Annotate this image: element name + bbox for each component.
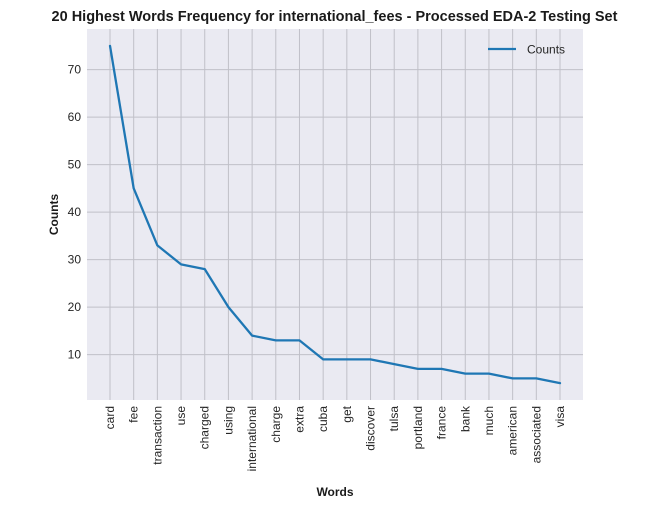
plot-area xyxy=(87,29,583,400)
x-tick-label: much xyxy=(482,406,496,435)
x-tick-label: cuba xyxy=(316,406,330,432)
legend: Counts xyxy=(488,43,565,57)
y-tick-label: 20 xyxy=(68,300,82,314)
y-axis-ticks: 10 20 30 40 50 60 70 xyxy=(68,63,82,362)
series-layer xyxy=(108,44,562,385)
y-tick-label: 50 xyxy=(68,158,82,172)
x-axis-ticks: card fee transaction use charged using interna… xyxy=(103,405,567,471)
x-tick-label: bank xyxy=(458,405,472,432)
x-tick-label: card xyxy=(103,406,117,429)
x-tick-label: american xyxy=(506,406,520,455)
y-tick-label: 30 xyxy=(68,253,82,267)
x-tick-label: france xyxy=(435,406,449,440)
x-tick-label: extra xyxy=(292,406,306,433)
x-tick-label: visa xyxy=(553,406,567,428)
legend-label: Counts xyxy=(527,43,565,57)
chart-title: 20 Highest Words Frequency for internati… xyxy=(51,9,618,25)
x-tick-label: tulsa xyxy=(387,406,401,432)
x-tick-label: discover xyxy=(364,406,378,451)
grid-lines xyxy=(87,29,583,400)
x-tick-label: associated xyxy=(529,406,543,463)
series-line-counts xyxy=(108,44,562,385)
x-tick-label: charged xyxy=(198,406,212,449)
x-tick-label: charge xyxy=(269,406,283,443)
y-axis-label: Counts xyxy=(47,194,61,236)
y-tick-label: 40 xyxy=(68,205,82,219)
y-tick-label: 60 xyxy=(68,110,82,124)
x-tick-label: fee xyxy=(127,406,141,423)
x-tick-label: using xyxy=(221,406,235,435)
x-tick-label: get xyxy=(340,405,354,422)
y-tick-label: 70 xyxy=(68,63,82,77)
x-tick-label: transaction xyxy=(150,406,164,465)
x-tick-label: international xyxy=(245,406,259,471)
y-tick-label: 10 xyxy=(68,348,82,362)
x-tick-label: portland xyxy=(411,406,425,449)
x-tick-label: use xyxy=(174,406,188,426)
x-axis-label: Words xyxy=(316,485,353,499)
